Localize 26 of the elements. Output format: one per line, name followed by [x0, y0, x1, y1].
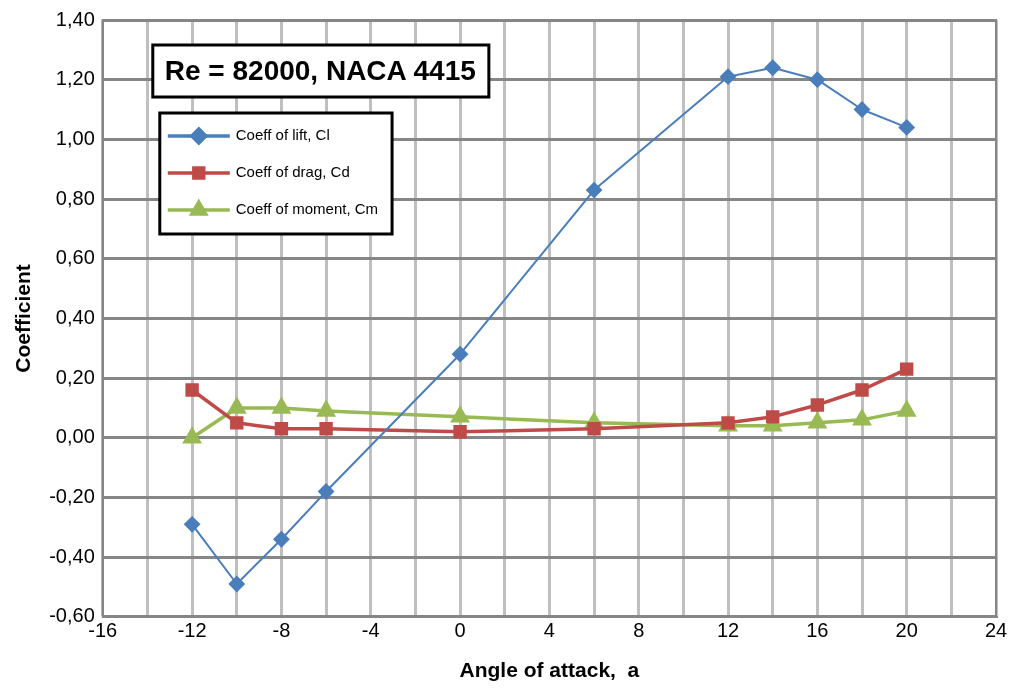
y-tick-label: 0,00 — [55, 425, 95, 448]
x-tick-label: -4 — [361, 619, 380, 642]
x-axis-title: Angle of attack, a — [459, 658, 640, 682]
y-tick-label: 0,60 — [55, 246, 95, 269]
text: Re = 82000, NACA 4415 — [164, 54, 476, 86]
y-tick-label: -0,40 — [49, 544, 95, 567]
x-tick-label: 0 — [454, 619, 466, 642]
y-tick-label: -0,20 — [49, 484, 95, 507]
legend-label: Coeff of drag, Cd — [235, 163, 350, 181]
legend-label: Coeff of moment, Cm — [235, 200, 379, 218]
x-tick-label: 4 — [543, 619, 555, 642]
y-tick-label: 1,20 — [55, 67, 95, 90]
y-tick-label: 0,20 — [55, 365, 95, 388]
x-tick-label: 24 — [984, 619, 1008, 642]
legend-label: Coeff of lift, Cl — [235, 126, 330, 144]
y-tick-label: 1,00 — [55, 126, 95, 149]
x-tick-label: 12 — [716, 619, 740, 642]
y-axis-title: Coefficient — [11, 264, 35, 373]
y-tick-label: 0,80 — [55, 186, 95, 209]
y-tick-label: 0,40 — [55, 305, 95, 328]
y-tick-label: 1,40 — [55, 7, 95, 30]
x-tick-label: 20 — [895, 619, 918, 642]
x-tick-label: -12 — [177, 619, 207, 642]
x-tick-label: 8 — [633, 619, 645, 642]
x-tick-label: -8 — [272, 619, 291, 642]
x-tick-label: 16 — [806, 619, 829, 642]
